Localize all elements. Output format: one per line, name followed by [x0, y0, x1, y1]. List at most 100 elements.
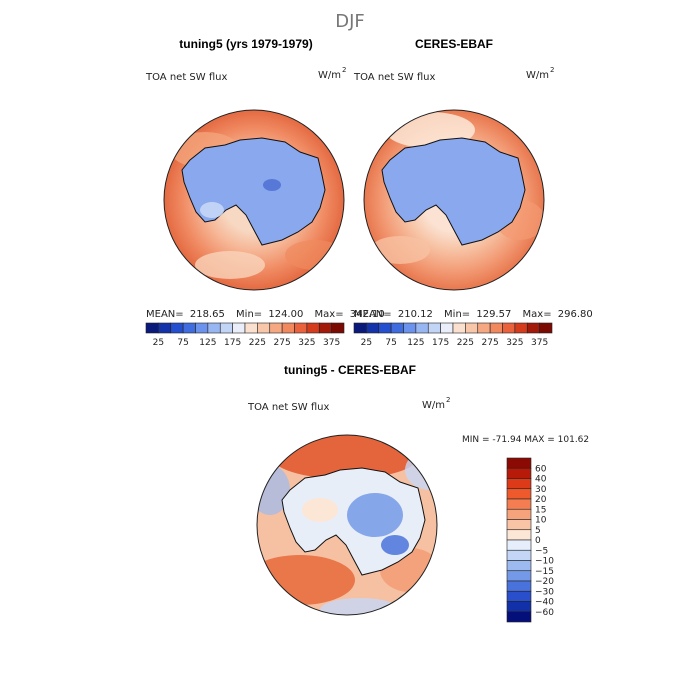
colorbar-right: 25 75 125 175 225 275 325 375 — [353, 322, 553, 348]
colorbar-swatch — [477, 322, 491, 334]
colorbar-swatch — [366, 322, 380, 334]
colorbar-swatch — [390, 322, 404, 334]
colorbar-tick-label: 75 — [385, 338, 396, 348]
colorbar-swatch — [506, 498, 532, 510]
antarctica-ceres — [381, 137, 526, 246]
stats-min-value: 129.57 — [476, 309, 511, 320]
colorbar-tick-label: 325 — [298, 338, 315, 348]
colorbar-tick-label: 0 — [535, 536, 541, 546]
colorbar-left: 25 75 125 175 225 275 325 375 — [145, 322, 345, 348]
colorbar-swatch — [489, 322, 503, 334]
panel-diff-minmax: MIN = -71.94 MAX = 101.62 — [462, 435, 589, 445]
colorbar-swatch — [182, 322, 196, 334]
colorbar-swatch — [415, 322, 429, 334]
stats-max-label: Max= — [315, 309, 344, 320]
colorbar-swatch — [506, 580, 532, 592]
colorbar-tick-label: −30 — [535, 587, 554, 597]
stats-mean-label: MEAN= — [146, 309, 184, 320]
colorbar-swatch — [452, 322, 466, 334]
stats-min-value: 124.00 — [268, 309, 303, 320]
colorbar-tick-label: 325 — [506, 338, 523, 348]
colorbar-tick-label: 175 — [224, 338, 241, 348]
colorbar-tick-label: 225 — [249, 338, 266, 348]
colorbar-tick-label: −40 — [535, 598, 554, 608]
panel-left-variable: TOA net SW flux — [145, 72, 227, 83]
colorbar-tick-label: 60 — [535, 464, 547, 474]
panel-diff-units: W/m — [422, 400, 445, 411]
colorbar-swatch — [353, 322, 367, 334]
colorbar-tick-label: 125 — [407, 338, 424, 348]
colorbar-tick-label: 175 — [432, 338, 449, 348]
map-ceres — [363, 109, 545, 291]
colorbar-swatch — [195, 322, 209, 334]
map-difference — [256, 434, 438, 616]
map-model — [163, 109, 345, 291]
stats-mean-label: MEAN= — [354, 309, 392, 320]
colorbar-swatch — [506, 601, 532, 613]
colorbar-swatch — [170, 322, 184, 334]
colorbar-swatch — [403, 322, 417, 334]
colorbar-tick-label: 20 — [535, 495, 547, 505]
colorbar-tick-label: 275 — [482, 338, 499, 348]
colorbar-swatch — [318, 322, 332, 334]
colorbar-tick-label: −5 — [535, 546, 548, 556]
colorbar-swatch — [465, 322, 479, 334]
stats-mean-value: 218.65 — [190, 309, 225, 320]
colorbar-tick-label: 275 — [274, 338, 291, 348]
panel-right-stats: MEAN= 210.12 Min= 129.57 Max= 296.80 — [354, 309, 593, 320]
panel-diff-units-exp: 2 — [446, 396, 450, 404]
stats-mean-value: 210.12 — [398, 309, 433, 320]
colorbar-swatch — [506, 488, 532, 500]
colorbar-tick-label: 5 — [535, 526, 541, 536]
stats-min-label: Min= — [236, 309, 262, 320]
figure-title: DJF — [335, 11, 365, 32]
colorbar-swatch — [526, 322, 540, 334]
panel-right-variable: TOA net SW flux — [353, 72, 435, 83]
colorbar-swatch — [145, 322, 159, 334]
panel-right-units-exp: 2 — [550, 66, 554, 74]
colorbar-swatch — [506, 508, 532, 520]
colorbar-swatch — [281, 322, 295, 334]
stats-max-value: 296.80 — [558, 309, 593, 320]
colorbar-swatch — [158, 322, 172, 334]
colorbar-tick-label: −15 — [535, 567, 554, 577]
colorbar-swatch — [244, 322, 258, 334]
colorbar-swatch — [506, 457, 532, 469]
antarctica-model — [181, 137, 326, 246]
colorbar-swatch — [514, 322, 528, 334]
panel-left-stats: MEAN= 218.65 Min= 124.00 Max= 342.10 — [146, 309, 385, 320]
colorbar-swatch — [378, 322, 392, 334]
colorbar-swatch — [506, 467, 532, 479]
colorbar-swatch — [506, 478, 532, 490]
panel-left-units: W/m — [318, 70, 341, 81]
colorbar-swatch — [257, 322, 271, 334]
colorbar-swatch — [306, 322, 320, 334]
colorbar-swatch — [331, 322, 345, 334]
colorbar-tick-label: 30 — [535, 485, 547, 495]
stats-max-value: 342.10 — [350, 309, 385, 320]
stats-min-label: Min= — [444, 309, 470, 320]
colorbar-tick-label: 40 — [535, 475, 547, 485]
colorbar-swatch — [506, 539, 532, 551]
panel-left-units-exp: 2 — [342, 66, 346, 74]
colorbar-tick-label: 10 — [535, 516, 547, 526]
stats-max-label: Max= — [523, 309, 552, 320]
colorbar-tick-label: 375 — [531, 338, 548, 348]
colorbar-swatch — [539, 322, 553, 334]
colorbar-tick-label: 225 — [457, 338, 474, 348]
panel-diff-title: tuning5 - CERES-EBAF — [284, 363, 416, 377]
colorbar-swatch — [506, 560, 532, 572]
panel-right-units: W/m — [526, 70, 549, 81]
colorbar-swatch — [427, 322, 441, 334]
colorbar-swatch — [506, 549, 532, 561]
colorbar-swatch — [440, 322, 454, 334]
colorbar-tick-label: −10 — [535, 557, 554, 567]
colorbar-swatch — [506, 611, 532, 623]
panel-diff-variable: TOA net SW flux — [247, 402, 329, 413]
colorbar-swatch — [506, 519, 532, 531]
colorbar-swatch — [506, 570, 532, 582]
colorbar-tick-label: −20 — [535, 577, 554, 587]
panel-right-title: CERES-EBAF — [415, 37, 493, 51]
